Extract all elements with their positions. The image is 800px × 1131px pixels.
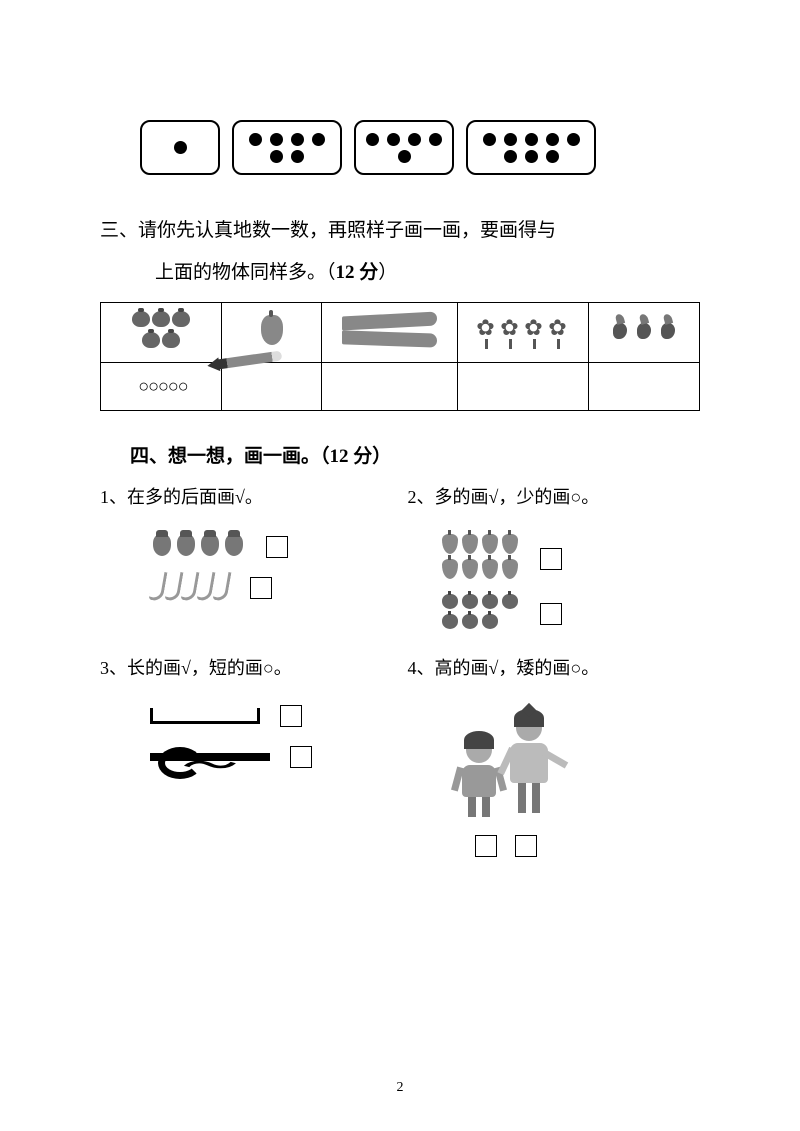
illustration-block-3-4 (100, 705, 700, 857)
q4-illustration (400, 705, 700, 857)
answer-box[interactable] (290, 746, 312, 768)
section3-title: 三、请你先认真地数一数，再照样子画一画，要画得与 上面的物体同样多。（12 分） (100, 210, 700, 294)
dot-card-1 (140, 120, 220, 175)
table-row-images (101, 302, 700, 362)
answer-box[interactable] (250, 577, 272, 599)
questions-row-1-2: 1、在多的后面画√。 2、多的画√，少的画○。 (100, 483, 700, 509)
answer-cell[interactable] (221, 362, 322, 410)
q2: 2、多的画√，少的画○。 (393, 483, 701, 509)
tall-kid-icon (505, 715, 553, 815)
q1-illustration (100, 534, 410, 634)
short-line-icon (150, 708, 260, 724)
counting-table: ○○○○○ (100, 302, 700, 411)
dot-card-6 (232, 120, 342, 175)
answer-box[interactable] (515, 835, 537, 857)
answer-cell[interactable] (458, 362, 589, 410)
answer-box[interactable] (266, 536, 288, 558)
q3: 3、长的画√，短的画○。 (100, 654, 393, 680)
questions-row-3-4: 3、长的画√，短的画○。 4、高的画√，矮的画○。 (100, 654, 700, 680)
answer-box[interactable] (475, 835, 497, 857)
cell-pepper (221, 302, 322, 362)
q2-illustration (410, 534, 700, 634)
long-line-icon (150, 745, 270, 770)
apples-icon (440, 594, 520, 634)
q1: 1、在多的后面画√。 (100, 483, 393, 509)
pepper-icon (261, 315, 283, 345)
answer-cell[interactable] (322, 362, 458, 410)
pears-icon (440, 534, 520, 584)
table-row-answers: ○○○○○ (101, 362, 700, 410)
answer-box[interactable] (540, 548, 562, 570)
cell-flowers (458, 302, 589, 362)
cell-example-circles: ○○○○○ (101, 362, 222, 410)
section3-line2: 上面的物体同样多。（12 分） (100, 252, 700, 294)
dot-card-8 (466, 120, 596, 175)
section3-line1: 三、请你先认真地数一数，再照样子画一画，要画得与 (100, 210, 700, 252)
answer-box[interactable] (540, 603, 562, 625)
q3-illustration (100, 705, 400, 857)
q4: 4、高的画√，矮的画○。 (393, 654, 701, 680)
dot-card-5 (354, 120, 454, 175)
short-kid-icon (458, 737, 500, 815)
page-number: 2 (0, 1080, 800, 1096)
cell-radishes (589, 302, 700, 362)
cell-tomatoes (101, 302, 222, 362)
illustration-block-1-2 (100, 534, 700, 634)
bananas-icon (150, 571, 230, 606)
section4-title: 四、想一想，画一画。（12 分） (130, 441, 700, 468)
strawberries-icon (150, 534, 246, 561)
answer-cell[interactable] (589, 362, 700, 410)
dot-cards-row (140, 120, 700, 175)
answer-box[interactable] (280, 705, 302, 727)
cell-cucumbers (322, 302, 458, 362)
kids-icon (450, 705, 570, 815)
